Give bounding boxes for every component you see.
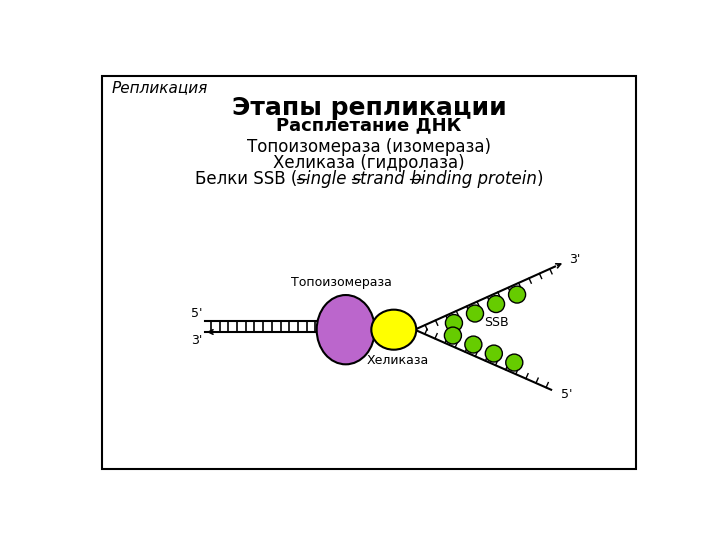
Text: s: s — [351, 170, 360, 188]
Text: 5': 5' — [191, 307, 202, 320]
Text: inding protein: inding protein — [420, 170, 536, 188]
Text: Топоизомераза (изомераза): Топоизомераза (изомераза) — [247, 138, 491, 156]
Text: s: s — [297, 170, 306, 188]
Text: Расплетание ДНК: Расплетание ДНК — [276, 117, 462, 134]
Text: Хеликаза: Хеликаза — [366, 354, 429, 367]
Circle shape — [467, 305, 484, 322]
Circle shape — [508, 286, 526, 303]
Text: Этапы репликации: Этапы репликации — [232, 96, 506, 119]
Ellipse shape — [372, 309, 416, 350]
Text: 5': 5' — [561, 388, 572, 401]
Text: ): ) — [536, 170, 543, 188]
Text: Топоизомераза: Топоизомераза — [292, 276, 392, 289]
Ellipse shape — [317, 295, 375, 364]
Text: b: b — [410, 170, 420, 188]
Circle shape — [444, 327, 462, 344]
Text: ingle: ingle — [306, 170, 351, 188]
Text: SSB: SSB — [484, 316, 508, 329]
Circle shape — [465, 336, 482, 353]
Text: trand: trand — [360, 170, 410, 188]
Text: Белки SSB (: Белки SSB ( — [195, 170, 297, 188]
Text: Репликация: Репликация — [112, 80, 208, 95]
Text: Хеликаза (гидролаза): Хеликаза (гидролаза) — [273, 154, 465, 172]
Text: 3': 3' — [191, 334, 202, 347]
Text: 3': 3' — [569, 253, 580, 266]
Circle shape — [505, 354, 523, 371]
Circle shape — [487, 295, 505, 313]
Circle shape — [446, 314, 462, 332]
Circle shape — [485, 345, 503, 362]
